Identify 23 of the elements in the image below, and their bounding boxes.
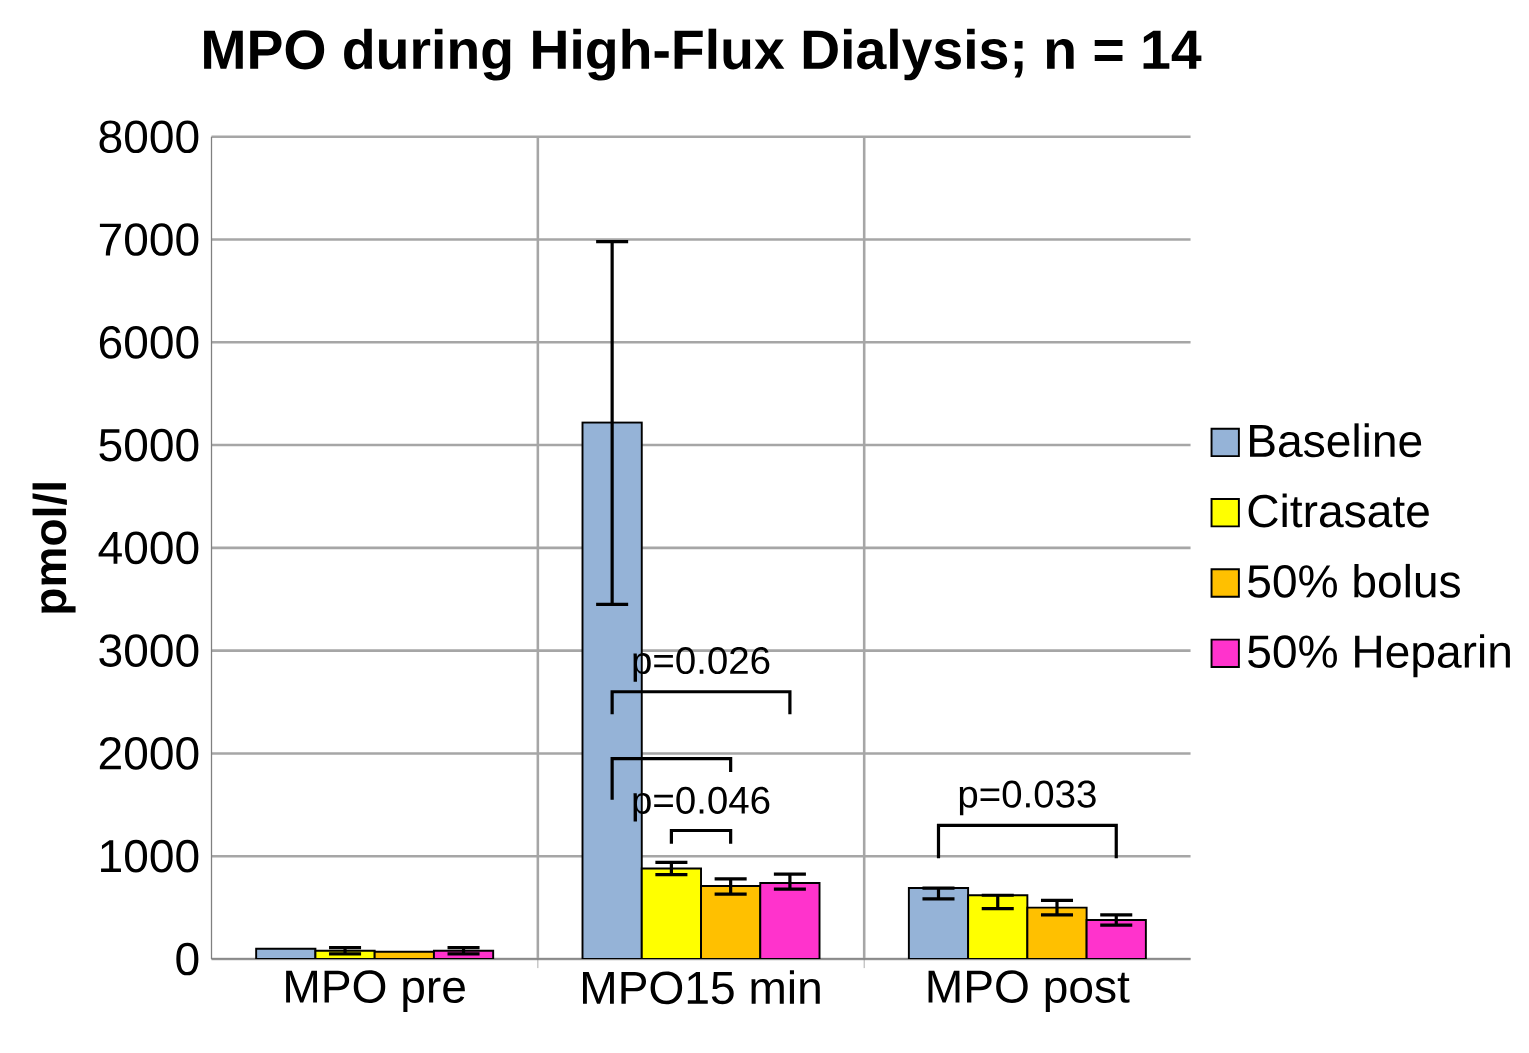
y-tick-label: 2000 [99, 737, 199, 770]
y-tick-label: 1000 [101, 839, 199, 873]
y-tick-label: 7000 [99, 223, 199, 256]
annotation: p=0.033 [959, 780, 1096, 816]
legend-label: 50% bolus [1248, 563, 1460, 598]
x-tick-label: MPO pre [286, 970, 465, 1013]
x-tick-label: MPO post [928, 970, 1130, 1013]
y-tick-label: 0 [176, 942, 199, 976]
y-tick-label: 8000 [99, 120, 199, 154]
y-tick-label: 3000 [99, 634, 199, 668]
bar [700, 885, 762, 960]
y-tick-label: 5000 [99, 428, 199, 462]
chart-title: MPO during High-Flux Dialysis; n = 14 [204, 28, 1202, 81]
bar [1026, 906, 1088, 960]
x-tick-label: MPO15 min [583, 970, 820, 1005]
legend-label: Citrasate [1248, 493, 1429, 528]
bar [967, 894, 1029, 960]
legend-label: Baseline [1250, 423, 1422, 458]
y-tick-label: 6000 [99, 326, 199, 359]
bar [640, 867, 702, 960]
legend-label: 50% Heparin [1248, 634, 1510, 678]
y-tick-label: 4000 [98, 531, 199, 565]
y-axis-title: pmol/l [32, 483, 76, 613]
